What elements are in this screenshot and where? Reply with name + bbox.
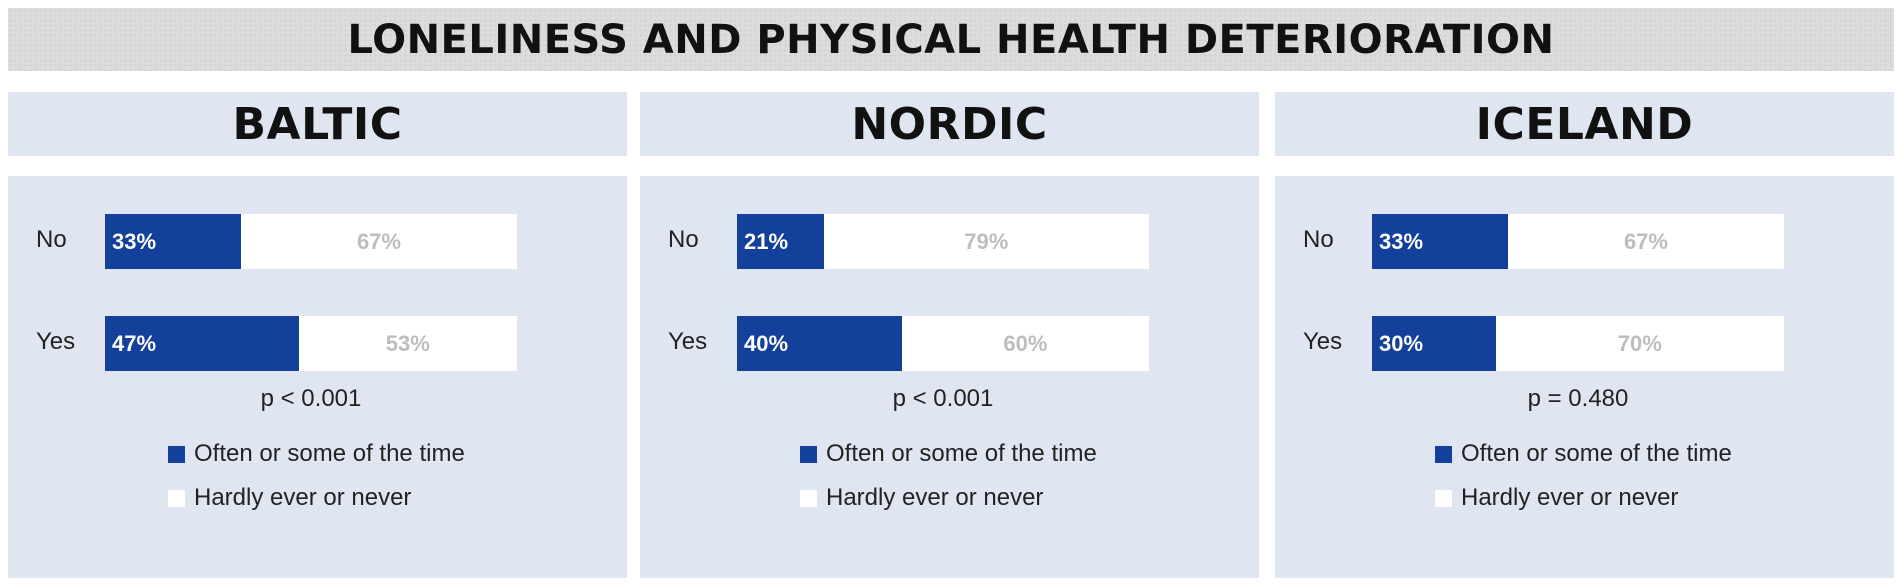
bar-hardly-value-label: 79% (964, 228, 1009, 254)
legend-swatch-hardly (800, 489, 817, 507)
bar-often-segment (105, 214, 241, 269)
bar-hardly-value-label: 60% (1003, 330, 1048, 356)
row-label-yes: Yes (1303, 328, 1343, 355)
bar-hardly-value-label: 67% (356, 228, 401, 254)
p-value-label: p = 0.480 (1527, 385, 1629, 412)
panel-header-nordic: NORDIC (640, 92, 1259, 156)
panel-header-iceland: ICELAND (1275, 92, 1894, 156)
legend-label-hardly: Hardly ever or never (1461, 484, 1679, 511)
legend-item-hardly: Hardly ever or never (800, 484, 1043, 512)
row-label-no: No (668, 226, 699, 253)
legend-label-often: Often or some of the time (826, 440, 1097, 467)
title-bar: LONELINESS AND PHYSICAL HEALTH DETERIORA… (8, 8, 1894, 71)
panel-title: NORDIC (851, 98, 1048, 150)
bar-track-yes: 40% 60% (737, 316, 1149, 371)
bar-hardly-value-label: 70% (1617, 330, 1662, 356)
bar-often-segment (737, 214, 824, 269)
legend-swatch-often (168, 445, 185, 463)
row-label-no: No (36, 226, 67, 253)
panel-title: BALTIC (232, 98, 403, 150)
panel-header-baltic: BALTIC (8, 92, 627, 156)
legend-label-hardly: Hardly ever or never (826, 484, 1044, 511)
p-value-label: p < 0.001 (260, 385, 362, 412)
legend-item-often: Often or some of the time (800, 440, 1097, 468)
panel-title: ICELAND (1475, 98, 1694, 150)
legend-item-often: Often or some of the time (168, 440, 465, 468)
bar-often-value-label: 33% (1379, 228, 1424, 254)
legend-label-often: Often or some of the time (194, 440, 465, 467)
legend-swatch-hardly (1435, 489, 1452, 507)
bar-track-no: 33% 67% (105, 214, 517, 269)
row-label-yes: Yes (36, 328, 76, 355)
bar-hardly-value-label: 67% (1623, 228, 1668, 254)
legend-label-hardly: Hardly ever or never (194, 484, 412, 511)
row-label-yes: Yes (668, 328, 708, 355)
bar-often-value-label: 40% (744, 330, 789, 356)
bar-often-segment (737, 316, 902, 371)
row-label-no: No (1303, 226, 1334, 253)
bar-track-no: 21% 79% (737, 214, 1149, 269)
legend-label-often: Often or some of the time (1461, 440, 1732, 467)
bar-track-yes: 30% 70% (1372, 316, 1784, 371)
bar-often-segment (105, 316, 299, 371)
bar-hardly-value-label: 53% (385, 330, 430, 356)
legend-swatch-often (1435, 445, 1452, 463)
bar-often-value-label: 21% (744, 228, 789, 254)
bar-often-segment (1372, 316, 1496, 371)
bar-often-value-label: 33% (112, 228, 157, 254)
legend-item-often: Often or some of the time (1435, 440, 1732, 468)
legend-swatch-often (800, 445, 817, 463)
bar-often-value-label: 30% (1379, 330, 1424, 356)
bar-track-no: 33% 67% (1372, 214, 1784, 269)
bar-track-yes: 47% 53% (105, 316, 517, 371)
bar-often-segment (1372, 214, 1508, 269)
chart-title: LONELINESS AND PHYSICAL HEALTH DETERIORA… (347, 16, 1555, 63)
legend-swatch-hardly (168, 489, 185, 507)
bar-often-value-label: 47% (112, 330, 157, 356)
legend-item-hardly: Hardly ever or never (168, 484, 411, 512)
legend-item-hardly: Hardly ever or never (1435, 484, 1678, 512)
p-value-label: p < 0.001 (892, 385, 994, 412)
